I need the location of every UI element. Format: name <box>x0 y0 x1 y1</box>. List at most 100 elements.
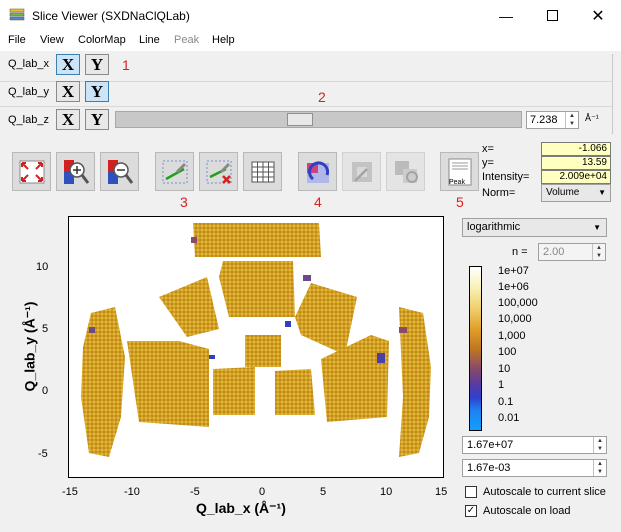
detector-region <box>295 283 357 355</box>
colorbar-tick: 100,000 <box>498 297 538 309</box>
menu-peak[interactable]: Peak <box>174 34 200 46</box>
menu-line[interactable]: Line <box>139 34 160 46</box>
slice-slider[interactable] <box>115 111 522 128</box>
dimension-label: Q_lab_z <box>8 114 49 126</box>
slice-value: 7.238 <box>530 114 558 126</box>
spin-arrows-icon[interactable]: ▲ ▼ <box>593 437 606 453</box>
pixel <box>377 353 385 363</box>
scale-type-value: logarithmic <box>467 221 521 233</box>
norm-label: Norm= <box>482 187 516 199</box>
y-tick-label: 5 <box>42 323 49 335</box>
y-axis-label: Q_lab_y (Å⁻¹) <box>21 301 38 392</box>
zoom-out-button[interactable] <box>100 152 139 191</box>
colorbar-tick: 100 <box>498 346 517 358</box>
menu-view[interactable]: View <box>40 34 64 46</box>
coord-y-label: y= <box>482 157 494 169</box>
scale-type-dropdown[interactable]: logarithmic ▼ <box>462 218 607 237</box>
dim-y-y-button[interactable]: Y <box>85 81 109 102</box>
peak-list-button[interactable]: Peak <box>440 152 479 191</box>
rebin-auto-icon <box>394 160 418 183</box>
autoscale-slice-checkbox[interactable] <box>465 486 477 498</box>
delete-line-button[interactable] <box>199 152 238 191</box>
dim-y-x-button[interactable]: X <box>56 81 80 102</box>
x-tick-label: -10 <box>124 486 140 498</box>
dim-x-y-button[interactable]: Y <box>85 54 109 75</box>
fit-view-icon <box>19 160 44 183</box>
detector-region <box>159 277 219 337</box>
minimize-button[interactable]: — <box>483 0 529 31</box>
detector-region <box>127 341 209 427</box>
chevron-down-icon: ▼ <box>598 188 606 197</box>
slider-handle[interactable] <box>286 113 313 126</box>
colorbar-tick: 10 <box>498 363 511 375</box>
menu-file[interactable]: File <box>8 34 26 46</box>
divider <box>612 107 613 134</box>
colormap-max-spinbox[interactable]: 1.67e+07 ▲ ▼ <box>462 436 607 454</box>
detector-region <box>81 307 125 457</box>
annotation-label: 3 <box>180 194 188 210</box>
colorbar[interactable] <box>469 266 482 431</box>
menu-colormap[interactable]: ColorMap <box>78 34 126 46</box>
detector-region <box>321 335 389 422</box>
detector-region <box>245 335 281 367</box>
menu-help[interactable]: Help <box>212 34 235 46</box>
n-value: 2.00 <box>543 246 565 258</box>
slice-image <box>81 223 431 457</box>
fit-view-button[interactable] <box>12 152 51 191</box>
norm-value: Volume <box>546 187 580 198</box>
line-tool-button[interactable] <box>155 152 194 191</box>
minimize-icon: — <box>499 7 513 24</box>
annotation-label: 5 <box>456 194 464 210</box>
peak-list-icon <box>448 158 471 185</box>
rebin-auto-button[interactable] <box>386 152 425 191</box>
pixel <box>89 327 95 333</box>
chevron-down-icon: ▼ <box>593 223 601 232</box>
annotation-label: 2 <box>318 89 326 105</box>
spin-arrows-icon[interactable]: ▲ ▼ <box>593 460 606 476</box>
intensity-label: Intensity= <box>482 171 530 183</box>
autoscale-load-checkbox[interactable]: ✓ <box>465 505 477 517</box>
rebin-button[interactable] <box>298 152 337 191</box>
title-bar: Slice Viewer (SXDNaClQLab) — ✕ <box>0 0 621 31</box>
autoscale-load-label: Autoscale on load <box>483 505 571 517</box>
max-value: 1.67e+07 <box>467 439 514 451</box>
rebin-disabled-button[interactable] <box>342 152 381 191</box>
x-tick-label: 10 <box>380 486 393 498</box>
x-tick-label: -15 <box>62 486 78 498</box>
detector-region <box>275 369 315 415</box>
detector-region <box>399 307 431 457</box>
x-tick-label: 5 <box>320 486 327 498</box>
plot-area[interactable] <box>68 216 444 478</box>
intensity-value: 2.009e+04 <box>541 170 611 184</box>
colorbar-tick: 0.01 <box>498 412 520 424</box>
colormap-min-spinbox[interactable]: 1.67e-03 ▲ ▼ <box>462 459 607 477</box>
coord-x-label: x= <box>482 143 494 155</box>
close-button[interactable]: ✕ <box>575 0 621 31</box>
x-tick-label: -5 <box>190 486 200 498</box>
norm-dropdown[interactable]: Volume ▼ <box>541 184 611 202</box>
colorbar-tick: 10,000 <box>498 313 532 325</box>
grid-button[interactable] <box>243 152 282 191</box>
grid-icon <box>251 161 274 182</box>
n-spinbox[interactable]: 2.00 ▲ ▼ <box>538 243 606 261</box>
y-tick-label: -5 <box>38 448 48 460</box>
spin-arrows-icon[interactable]: ▲ ▼ <box>565 112 578 128</box>
dim-x-x-button[interactable]: X <box>56 54 80 75</box>
slice-units: Å⁻¹ <box>585 113 599 123</box>
dim-z-y-button[interactable]: Y <box>85 109 109 130</box>
annotation-label: 4 <box>314 194 322 210</box>
maximize-icon <box>546 10 558 21</box>
n-label: n = <box>512 246 528 258</box>
dim-z-x-button[interactable]: X <box>56 109 80 130</box>
colorbar-tick: 0.1 <box>498 396 514 408</box>
spin-arrows-icon[interactable]: ▲ ▼ <box>592 244 605 260</box>
slice-value-spinbox[interactable]: 7.238 ▲ ▼ <box>526 111 579 129</box>
min-value: 1.67e-03 <box>467 462 511 474</box>
annotation-label: 1 <box>122 57 130 73</box>
peak-button-label: Peak <box>449 179 465 186</box>
maximize-button[interactable] <box>529 0 575 31</box>
colorbar-tick: 1e+07 <box>498 265 529 277</box>
zoom-in-button[interactable] <box>56 152 95 191</box>
detector-region <box>213 367 255 415</box>
y-tick-label: 0 <box>42 385 49 397</box>
